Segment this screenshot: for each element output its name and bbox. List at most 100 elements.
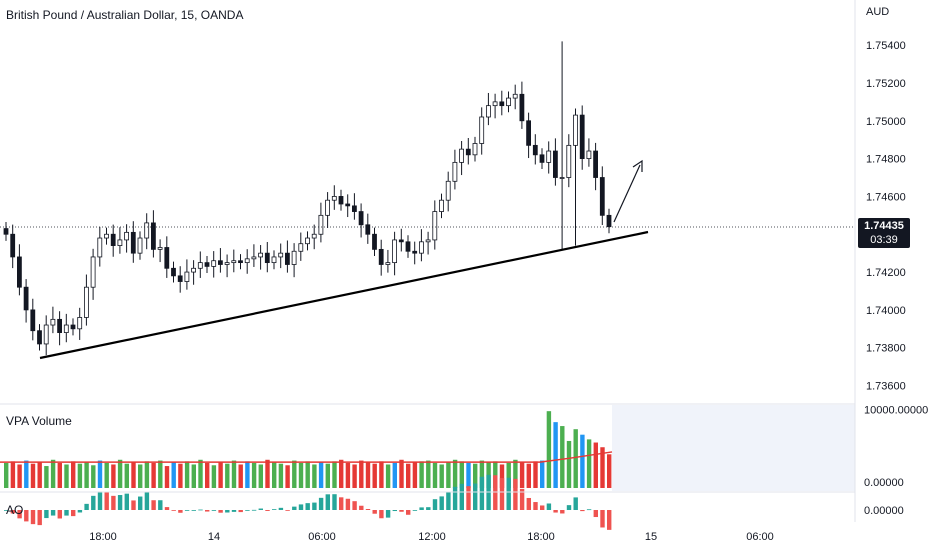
volume-bar (452, 459, 458, 488)
time-tick-label: 06:00 (746, 531, 774, 543)
candle (606, 208, 612, 234)
ao-bar (57, 510, 62, 519)
ao-bar (30, 510, 36, 525)
ao-bar (198, 509, 203, 511)
candle (412, 241, 418, 265)
candle (325, 192, 331, 229)
candle (251, 244, 257, 267)
candle (472, 136, 478, 162)
ao-bar (97, 491, 103, 510)
ao-bar (258, 508, 263, 510)
volume-bar (238, 464, 243, 488)
volume-bar (71, 461, 76, 488)
candle (459, 141, 465, 176)
candle (351, 193, 357, 220)
candle (84, 274, 89, 326)
volume-bar (419, 461, 424, 488)
ao-bar (184, 510, 190, 511)
volume-bar (131, 462, 136, 488)
volume-bar (540, 460, 545, 488)
volume-bar (345, 462, 351, 488)
ao-bar (117, 495, 123, 510)
candle (150, 210, 156, 258)
ao-bar (245, 510, 250, 511)
ao-bar (292, 506, 297, 510)
candle (104, 227, 109, 245)
candle (378, 239, 384, 276)
ao-bar (158, 500, 163, 510)
volume-bar (84, 462, 89, 488)
volume-bar (50, 459, 56, 488)
currency-label: AUD (866, 6, 890, 18)
ao-tick-label: 0.00000 (864, 505, 904, 517)
ao-bar (44, 510, 49, 519)
volume-bar (151, 462, 156, 488)
candle (385, 249, 391, 273)
candle (197, 251, 203, 278)
volume-bar (318, 462, 324, 488)
volume-bar (359, 460, 364, 488)
candle (311, 224, 317, 250)
volume-bar (493, 461, 498, 488)
volume-bar (600, 447, 605, 488)
volume-bar (506, 462, 511, 488)
volume-bar (580, 434, 585, 488)
time-tick-label: 18:00 (527, 531, 555, 543)
ao-bar (432, 499, 438, 510)
volume-bar (191, 464, 196, 488)
volume-bar (399, 459, 404, 488)
candle (566, 134, 572, 188)
volume-bar (24, 460, 29, 488)
volume-bar (607, 454, 612, 488)
ao-bar (607, 510, 612, 530)
candle (177, 266, 183, 293)
ao-bar (164, 507, 170, 510)
volume-bar (305, 461, 310, 488)
candle (244, 249, 250, 274)
volume-bar (365, 462, 371, 488)
ao-bar (138, 496, 143, 510)
candle (432, 200, 438, 250)
volume-bar (312, 464, 317, 488)
ao-bar (600, 510, 605, 528)
ao-bar (533, 502, 538, 510)
ao-axis: 0.00000 (864, 505, 904, 517)
ao-bar (385, 510, 391, 518)
price-tick-label: 1.75400 (866, 40, 906, 52)
volume-bar (499, 464, 505, 488)
volume-bar (211, 465, 217, 488)
ao-bar (278, 507, 284, 510)
volume-bar (178, 463, 183, 488)
ao-bar (251, 509, 257, 511)
candle (117, 227, 123, 254)
candle (579, 105, 585, 170)
candle (512, 84, 518, 110)
volume-bar (586, 439, 592, 488)
volume-bar (4, 462, 9, 488)
candle (479, 107, 485, 155)
candle (405, 235, 411, 258)
time-axis: 18:00 14 06:00 12:00 18:00 15 06:00 (89, 531, 774, 543)
ao-bar (513, 478, 518, 510)
ao-bar (546, 503, 552, 510)
volume-bar (533, 461, 538, 488)
time-tick-label: 14 (208, 531, 220, 543)
volume-bar (526, 463, 531, 488)
ao-bar (399, 510, 404, 512)
last-price-tag: 1.74435 03:39 (858, 218, 910, 248)
volume-bar (459, 461, 464, 488)
candle (418, 229, 424, 262)
candle (231, 249, 237, 273)
ao-bar (104, 491, 109, 510)
candle (284, 240, 290, 273)
volume-bar (251, 462, 257, 488)
volume-bar (553, 422, 558, 488)
ao-bar (332, 494, 337, 510)
volume-bar (352, 464, 357, 488)
volume-bar (426, 460, 431, 488)
volume-bar (325, 463, 330, 488)
volume-bar (77, 463, 83, 488)
ao-bar (372, 510, 377, 514)
